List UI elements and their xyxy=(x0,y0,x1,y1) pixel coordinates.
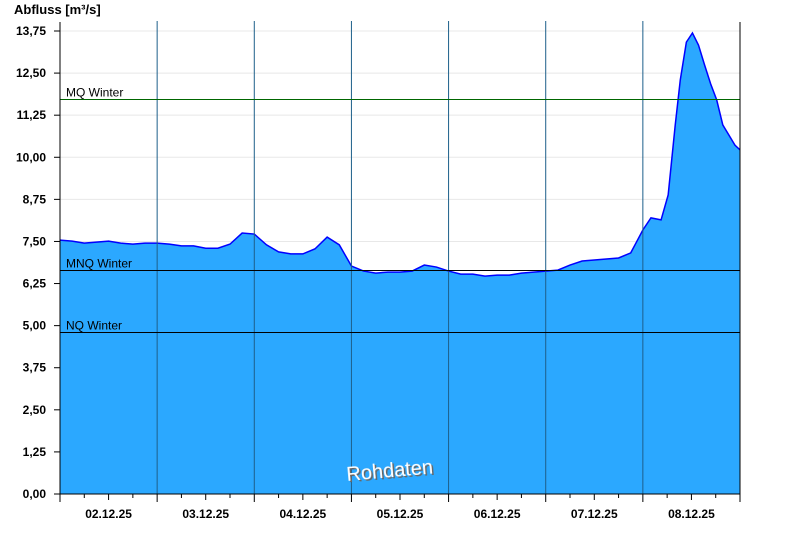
y-tick-label: 10,00 xyxy=(16,150,46,164)
y-tick-label: 11,25 xyxy=(17,108,47,122)
discharge-area xyxy=(60,33,740,494)
reference-line-label: MNQ Winter xyxy=(66,257,132,271)
reference-line-label: MQ Winter xyxy=(66,86,123,100)
axes: 0,00 1,25 2,50 3,75 5,00 6,25 7,50 8,75 10,00 11,… xyxy=(16,22,741,521)
x-tick-label: 02.12.25 xyxy=(85,507,132,521)
x-tick-label: 05.12.25 xyxy=(377,507,424,521)
x-tick-label: 08.12.25 xyxy=(668,507,715,521)
y-tick-label: 7,50 xyxy=(23,234,47,248)
x-tick-label: 07.12.25 xyxy=(571,507,618,521)
y-tick-label: 1,25 xyxy=(23,445,47,459)
reference-line-label: NQ Winter xyxy=(66,319,122,333)
y-tick-label: 8,75 xyxy=(23,192,47,206)
x-tick-label: 06.12.25 xyxy=(474,507,521,521)
y-tick-label: 13,75 xyxy=(16,24,46,38)
y-tick-label: 0,00 xyxy=(23,487,47,501)
data-area xyxy=(59,31,741,494)
y-tick-label: 2,50 xyxy=(23,403,47,417)
discharge-line xyxy=(59,31,741,277)
reference-lines: MQ Winter MNQ Winter NQ Winter xyxy=(60,86,740,333)
x-tick-label: 03.12.25 xyxy=(182,507,229,521)
y-tick-label: 12,50 xyxy=(16,66,46,80)
x-tick-label: 04.12.25 xyxy=(279,507,326,521)
y-tick-label: 5,00 xyxy=(23,319,47,333)
y-tick-label: 3,75 xyxy=(23,361,47,375)
y-axis-title: Abfluss [m³/s] xyxy=(14,2,101,17)
y-tick-label: 6,25 xyxy=(23,277,47,291)
